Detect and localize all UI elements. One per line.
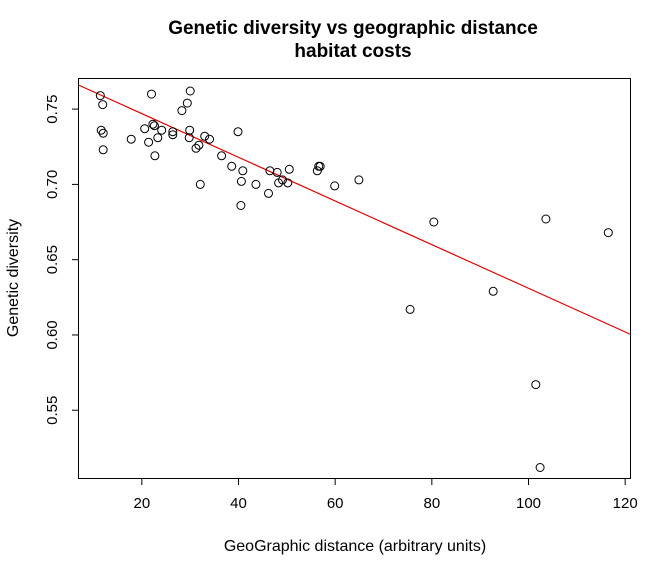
data-point (330, 181, 340, 191)
data-point (168, 130, 178, 140)
plot-frame (78, 78, 631, 479)
data-point (157, 125, 167, 135)
y-tick-label: 0.70 (44, 170, 61, 199)
regression-line (78, 84, 631, 335)
x-tick-label: 40 (230, 495, 247, 512)
data-point (185, 125, 195, 135)
data-point (96, 125, 106, 135)
data-point (144, 137, 154, 147)
y-tick-label: 0.60 (44, 320, 61, 349)
data-point (315, 161, 325, 171)
data-point (283, 178, 293, 188)
data-point (236, 201, 246, 210)
data-point (195, 179, 205, 189)
data-point (531, 380, 541, 390)
data-point (177, 106, 187, 116)
data-point (354, 175, 364, 185)
x-axis-label: GeoGraphic distance (arbitrary units) (224, 538, 486, 555)
chart-title-line-2: habitat costs (294, 41, 411, 62)
data-point (149, 121, 159, 131)
data-point (147, 89, 156, 99)
y-tick-label: 0.55 (44, 396, 61, 425)
y-tick-label: 0.65 (44, 245, 61, 274)
data-point (488, 286, 498, 296)
x-tick-label: 100 (516, 495, 541, 512)
data-point (278, 175, 287, 185)
data-point (236, 176, 246, 186)
data-point (535, 463, 545, 472)
data-point (98, 128, 108, 138)
data-point (238, 166, 248, 176)
y-axis-label: Genetic diversity (5, 219, 22, 337)
data-point (126, 134, 136, 144)
data-point (284, 164, 294, 174)
y-tick-label: 0.75 (44, 95, 61, 124)
chart-title-line-1: Genetic diversity vs geographic distance (168, 18, 538, 39)
y-axis: 0.55 0.60 0.65 0.70 0.75 (44, 95, 79, 425)
data-point (217, 151, 227, 161)
data-point (205, 134, 214, 144)
x-tick-label: 120 (613, 495, 638, 512)
data-point (251, 179, 261, 189)
data-point (603, 228, 613, 238)
data-point (140, 124, 150, 134)
data-point (182, 98, 192, 108)
data-points (95, 86, 613, 472)
data-point (148, 119, 158, 129)
data-point (541, 214, 551, 224)
data-point (233, 127, 243, 137)
x-axis: 20 40 60 80 100 120 (133, 478, 638, 512)
data-point (429, 217, 439, 227)
data-point (272, 167, 282, 177)
data-point (227, 161, 237, 171)
data-point (98, 100, 108, 110)
data-point (194, 140, 204, 150)
x-tick-label: 80 (423, 495, 440, 512)
data-point (191, 143, 201, 153)
data-point (95, 91, 105, 101)
data-point (405, 304, 415, 314)
data-point (168, 127, 178, 137)
x-tick-label: 60 (327, 495, 344, 512)
data-point (185, 86, 195, 96)
data-point (150, 151, 160, 161)
data-point (153, 133, 163, 143)
data-point (312, 166, 322, 176)
x-tick-label: 20 (133, 495, 150, 512)
data-point (264, 188, 273, 198)
data-point (98, 145, 108, 155)
data-point (200, 131, 210, 141)
